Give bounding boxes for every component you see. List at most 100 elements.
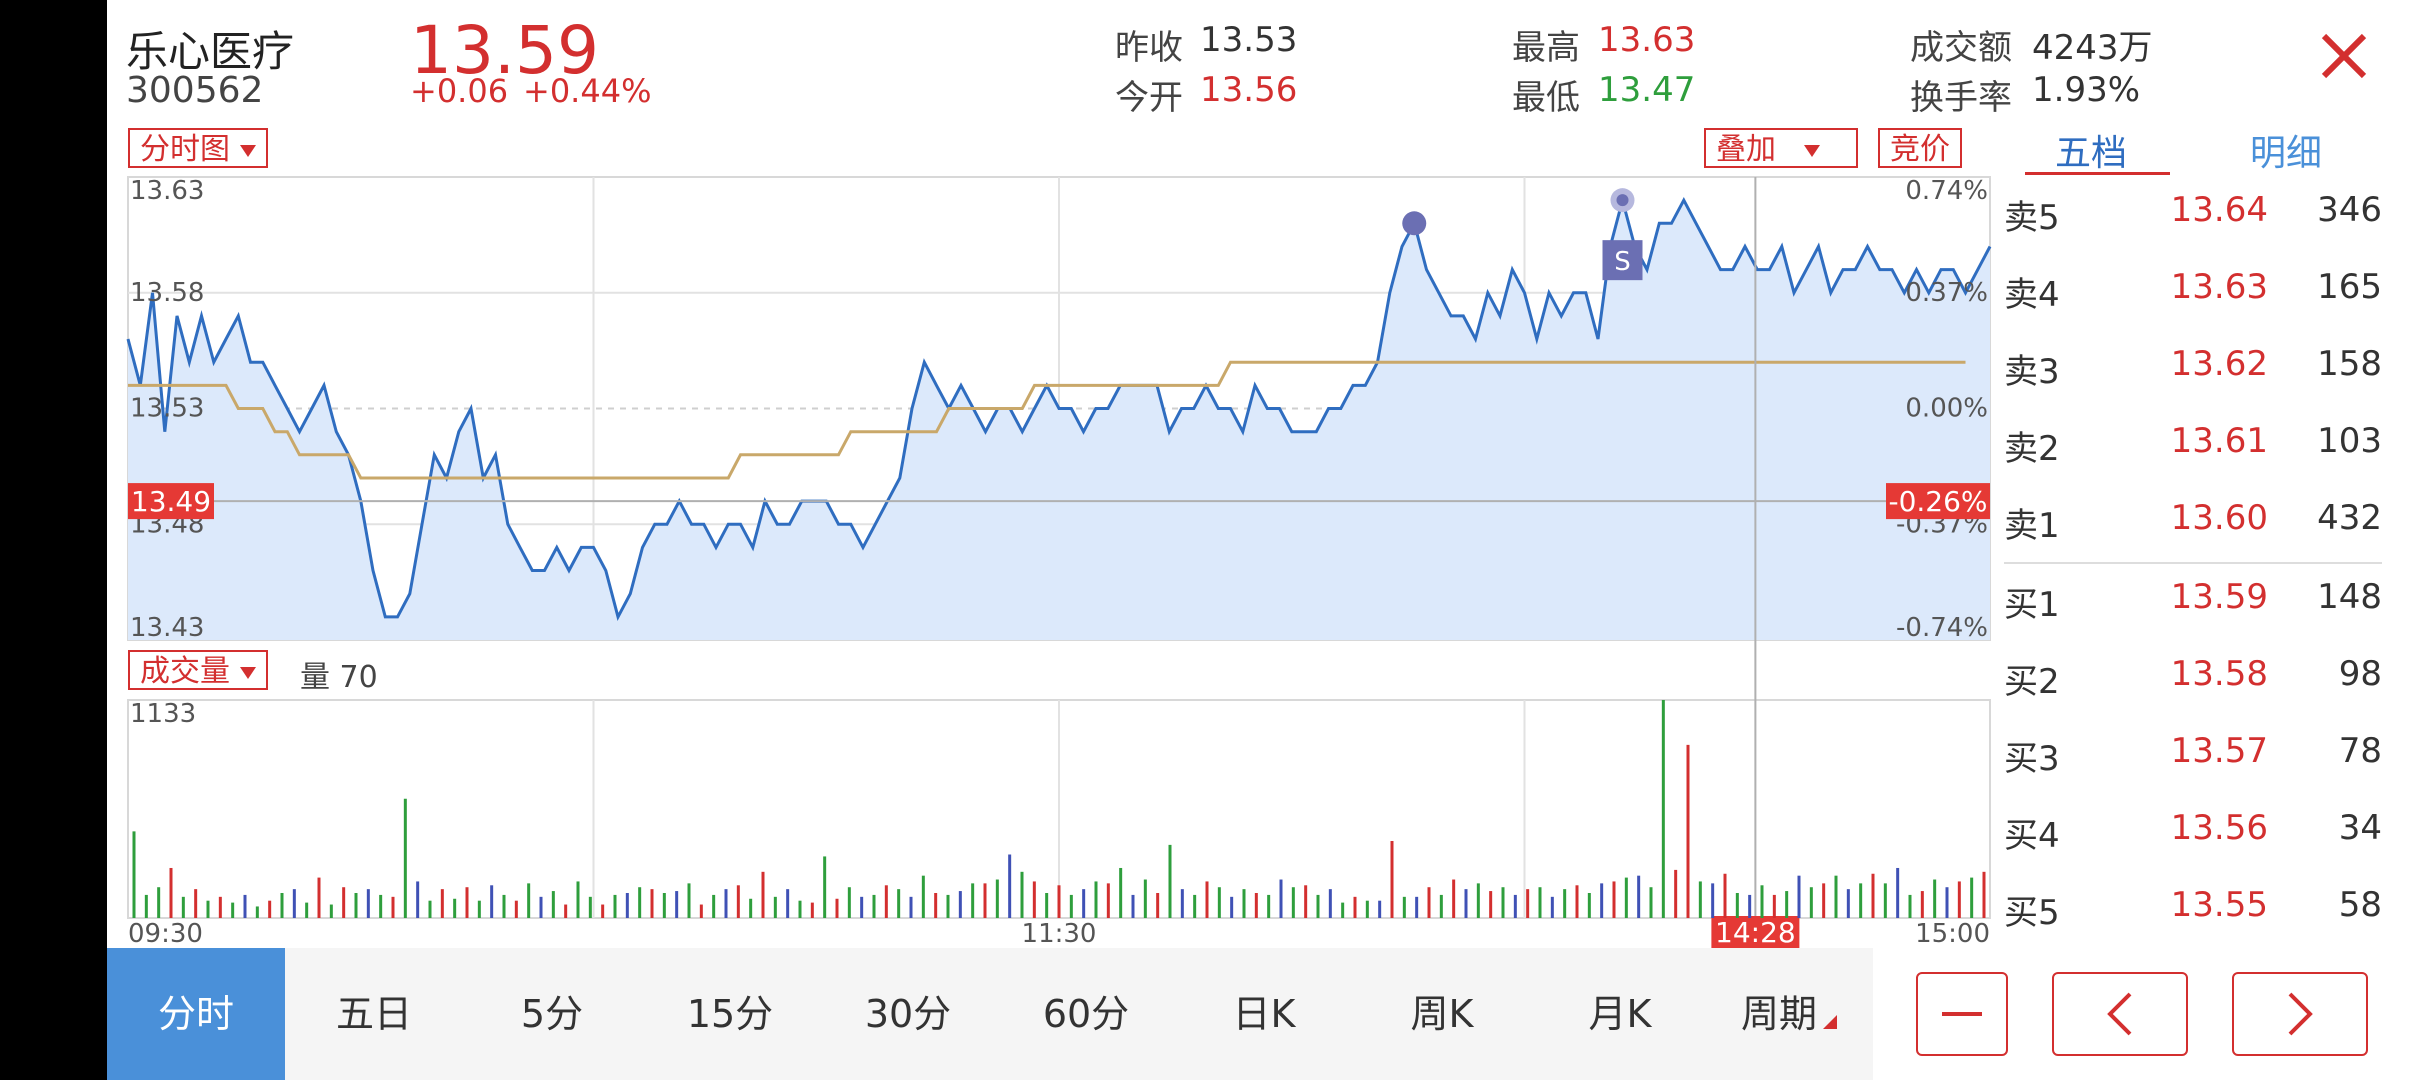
open-label: 今开 <box>1115 78 1183 118</box>
minus-icon <box>1942 1012 1982 1016</box>
chevron-right-icon <box>2288 992 2313 1036</box>
order-price: 13.57 <box>2170 731 2268 771</box>
cursor-pct-tag <box>1886 483 1990 520</box>
order-price: 13.56 <box>2170 808 2268 848</box>
turnover-label: 换手率 <box>1910 78 2012 118</box>
period-tab[interactable]: 周K <box>1410 992 1474 1036</box>
time-axis-label: 09:30 <box>128 919 203 948</box>
amount-label: 成交额 <box>1910 28 2012 68</box>
order-price: 13.55 <box>2170 885 2268 925</box>
bid-row: 买1 13.59 148 <box>2000 577 2390 653</box>
price-area-fill <box>128 200 1990 640</box>
price-line <box>126 194 1992 621</box>
period-tab[interactable]: 15分 <box>686 992 774 1036</box>
order-volume: 58 <box>2338 885 2382 925</box>
period-tab[interactable]: 五日 <box>335 992 412 1036</box>
percent-axis-label: -0.74% <box>1896 613 1988 643</box>
order-price: 13.61 <box>2170 421 2268 461</box>
chart-type-label: 分时图 <box>140 132 230 167</box>
order-book-divider <box>2004 562 2382 564</box>
bid-row: 买4 13.56 34 <box>2000 808 2390 884</box>
zoom-out-button[interactable] <box>1916 972 2008 1056</box>
dropdown-arrow-icon <box>240 666 256 679</box>
cursor-time-value: 14:28 <box>1715 916 1796 948</box>
left-black-bar <box>0 0 107 1080</box>
price-change: +0.06 <box>410 72 509 110</box>
close-icon[interactable] <box>2316 28 2372 84</box>
volume-dropdown[interactable]: 成交量 <box>128 650 268 690</box>
prev-close-label: 昨收 <box>1115 28 1183 68</box>
turnover-value: 1.93% <box>2032 70 2141 110</box>
period-tab[interactable]: 月K <box>1588 992 1652 1036</box>
bid-row: 买2 13.58 98 <box>2000 654 2390 730</box>
period-bar <box>107 948 1873 1080</box>
cursor-price-value: 13.49 <box>131 485 211 518</box>
prev-close-value: 13.53 <box>1200 20 1298 60</box>
period-tab[interactable]: 日K <box>1232 992 1296 1036</box>
chart-type-dropdown[interactable]: 分时图 <box>128 128 268 168</box>
tab-details[interactable]: 明细 <box>2250 133 2323 174</box>
time-axis-label: 15:00 <box>1915 919 1990 948</box>
tab-underline <box>2025 172 2170 175</box>
order-level-label: 买4 <box>2004 816 2060 856</box>
price-axis-label: 13.63 <box>130 176 204 206</box>
period-tab[interactable]: 分时 <box>107 948 285 1080</box>
overlay-label: 叠加 <box>1716 132 1776 167</box>
high-value: 13.63 <box>1598 20 1696 60</box>
cursor-price-tag <box>128 483 214 520</box>
period-tab[interactable]: 60分 <box>1042 992 1130 1036</box>
order-level-label: 买1 <box>2004 585 2060 625</box>
period-tab[interactable]: 周期 <box>1709 948 1869 1080</box>
cursor-time-tag <box>1711 916 1800 948</box>
tab-five-level[interactable]: 五档 <box>2055 133 2128 174</box>
ask-row: 卖2 13.61 103 <box>2000 421 2390 497</box>
order-level-label: 卖2 <box>2004 429 2060 469</box>
stock-name: 乐心医疗 <box>126 27 295 76</box>
ask-row: 卖4 13.63 165 <box>2000 267 2390 343</box>
volume-readout: 量 70 <box>300 660 378 695</box>
low-value: 13.47 <box>1598 70 1696 110</box>
order-volume: 148 <box>2317 577 2382 617</box>
sell-point-marker <box>1616 194 1629 207</box>
order-volume: 98 <box>2338 654 2382 694</box>
sell-marker-box <box>1602 240 1643 281</box>
sell-marker-label: S <box>1614 247 1631 277</box>
order-price: 13.60 <box>2170 498 2268 538</box>
order-volume: 34 <box>2338 808 2382 848</box>
order-volume: 158 <box>2317 344 2382 384</box>
order-volume: 165 <box>2317 267 2382 307</box>
order-level-label: 买2 <box>2004 662 2060 702</box>
price-axis-label: 13.58 <box>130 278 204 308</box>
current-price: 13.59 <box>410 12 599 89</box>
order-price: 13.62 <box>2170 344 2268 384</box>
bid-row: 买5 13.55 58 <box>2000 885 2390 961</box>
price-change-pct: +0.44% <box>523 72 652 110</box>
order-level-label: 买5 <box>2004 893 2060 933</box>
auction-button[interactable]: 竞价 <box>1878 128 1962 168</box>
overlay-dropdown[interactable]: 叠加 <box>1704 128 1858 168</box>
ask-row: 卖3 13.62 158 <box>2000 344 2390 420</box>
order-level-label: 卖4 <box>2004 275 2060 315</box>
bid-row: 买3 13.57 78 <box>2000 731 2390 807</box>
dropdown-arrow-icon <box>240 144 256 157</box>
volume-max-label: 1133 <box>130 699 196 729</box>
order-volume: 346 <box>2317 190 2382 230</box>
cursor-pct-value: -0.26% <box>1888 485 1987 518</box>
high-point-marker <box>1402 211 1427 236</box>
percent-axis-label: 0.74% <box>1905 176 1988 206</box>
order-volume: 432 <box>2317 498 2382 538</box>
ask-row: 卖1 13.60 432 <box>2000 498 2390 574</box>
intraday-chart: S13.6313.5813.5313.4813.430.74%0.37%0.00… <box>126 176 1992 948</box>
ask-row: 卖5 13.64 346 <box>2000 190 2390 266</box>
scroll-right-button[interactable] <box>2232 972 2368 1056</box>
percent-axis-label: 0.37% <box>1905 278 1988 308</box>
scroll-left-button[interactable] <box>2052 972 2188 1056</box>
order-price: 13.63 <box>2170 267 2268 307</box>
period-tab[interactable]: 30分 <box>864 992 952 1036</box>
chevron-left-icon <box>2107 992 2132 1036</box>
order-level-label: 卖5 <box>2004 198 2060 238</box>
amount-value: 4243万 <box>2032 28 2153 68</box>
order-volume: 103 <box>2317 421 2382 461</box>
stock-code: 300562 <box>126 70 264 111</box>
period-tab[interactable]: 5分 <box>520 992 584 1036</box>
